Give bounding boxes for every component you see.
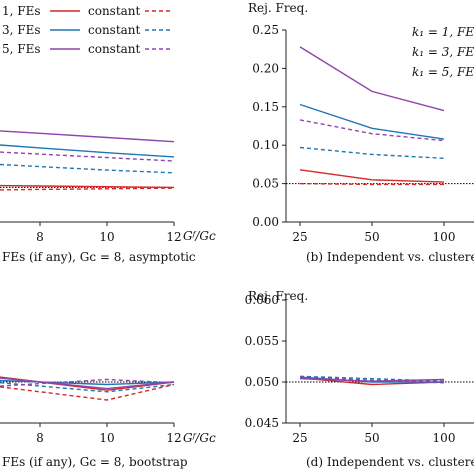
x-axis-label: Gᶠ/Gᴄ — [183, 431, 216, 445]
series-line-purple-dashed — [0, 151, 175, 162]
x-tick-label: 12 — [166, 230, 181, 244]
legend-a: 1, FEs constant 3, FEs constant 5, FEs consta… — [2, 4, 172, 56]
x-tick-label: 8 — [36, 230, 44, 244]
x-tick-label: 100 — [433, 431, 456, 445]
x-tick-label: 50 — [364, 431, 379, 445]
x-tick-label: 10 — [99, 230, 114, 244]
y-tick-label: 0.20 — [252, 61, 279, 75]
y-tick-label: 0.055 — [245, 334, 279, 348]
legend-b-label: k₁ = 1, FE — [412, 25, 474, 39]
y-tick-label: 0.05 — [252, 177, 279, 191]
panel-a: 8 10 12 Gᶠ/Gᴄ FEs (if any), Gᴄ = 8, asymptot… — [0, 130, 216, 264]
y-tick-label: 0.10 — [252, 138, 279, 152]
series-line-purple-dashed — [299, 119, 445, 142]
panel-c: 8 10 12 Gᶠ/Gᴄ FEs (if any), Gᴄ = 8, bootstra… — [0, 376, 216, 469]
x-tick-label: 25 — [292, 230, 307, 244]
panel-caption: FEs (if any), Gᴄ = 8, bootstrap — [2, 455, 188, 469]
x-tick-label: 100 — [433, 230, 456, 244]
series-line-blue-dashed — [0, 163, 175, 174]
x-axis-label: Gᶠ/Gᴄ — [183, 229, 216, 243]
series-line-blue-dashed — [0, 382, 175, 393]
y-tick-label: 0.060 — [245, 293, 279, 307]
series-line-purple-solid — [299, 378, 445, 382]
legend-label: 5, FEs — [2, 42, 41, 56]
legend-b: k₁ = 1, FE k₁ = 3, FE k₁ = 5, FE — [412, 25, 474, 79]
series-line-purple-solid — [0, 377, 175, 390]
panel-b: 25 50 100 0.00 0.05 0.10 0.15 0.20 0.25 Rej. Freq… — [248, 1, 474, 264]
x-tick-label: 8 — [36, 431, 44, 445]
y-tick-label: 0.15 — [252, 100, 279, 114]
panel-caption: FEs (if any), Gᴄ = 8, asymptotic — [2, 250, 196, 264]
y-axis-label: Rej. Freq. — [248, 1, 308, 15]
panel-caption: (b) Independent vs. clustered — [306, 250, 474, 264]
legend-b-label: k₁ = 3, FE — [412, 45, 474, 59]
series-line-red-solid — [0, 184, 175, 189]
series-line-blue-solid — [299, 103, 445, 140]
series-line-blue-solid — [0, 144, 175, 158]
y-tick-label: 0.25 — [252, 23, 279, 37]
legend-constant-label: constant — [88, 4, 141, 18]
x-tick-label: 10 — [99, 431, 114, 445]
legend-constant-label: constant — [88, 42, 141, 56]
series-line-blue-dashed — [299, 146, 445, 159]
y-tick-label: 0.050 — [245, 375, 279, 389]
series-line-red-dashed — [299, 182, 444, 186]
legend-label: 3, FEs — [2, 23, 41, 37]
legend-constant-label: constant — [88, 23, 141, 37]
legend-b-label: k₁ = 5, FE — [412, 65, 474, 79]
legend-label: 1, FEs — [2, 4, 41, 18]
panel-caption: (d) Independent vs. clustered — [306, 455, 474, 469]
series-line-purple-dashed — [0, 378, 175, 387]
y-tick-label: 0.00 — [252, 215, 279, 229]
x-tick-label: 12 — [166, 431, 181, 445]
y-tick-label: 0.045 — [245, 416, 279, 430]
series-line-purple-solid — [0, 130, 175, 143]
series-line-red-dashed — [0, 383, 175, 401]
series-line-red-solid — [299, 169, 445, 183]
series-line-purple-solid — [299, 46, 445, 112]
series-line-blue-solid — [0, 379, 175, 386]
series-line-red-dashed — [0, 187, 175, 191]
y-axis-label: Rej. Freq. — [248, 289, 308, 303]
x-tick-label: 50 — [364, 230, 379, 244]
x-tick-label: 25 — [292, 431, 307, 445]
series-line-purple-dashed — [299, 376, 445, 384]
